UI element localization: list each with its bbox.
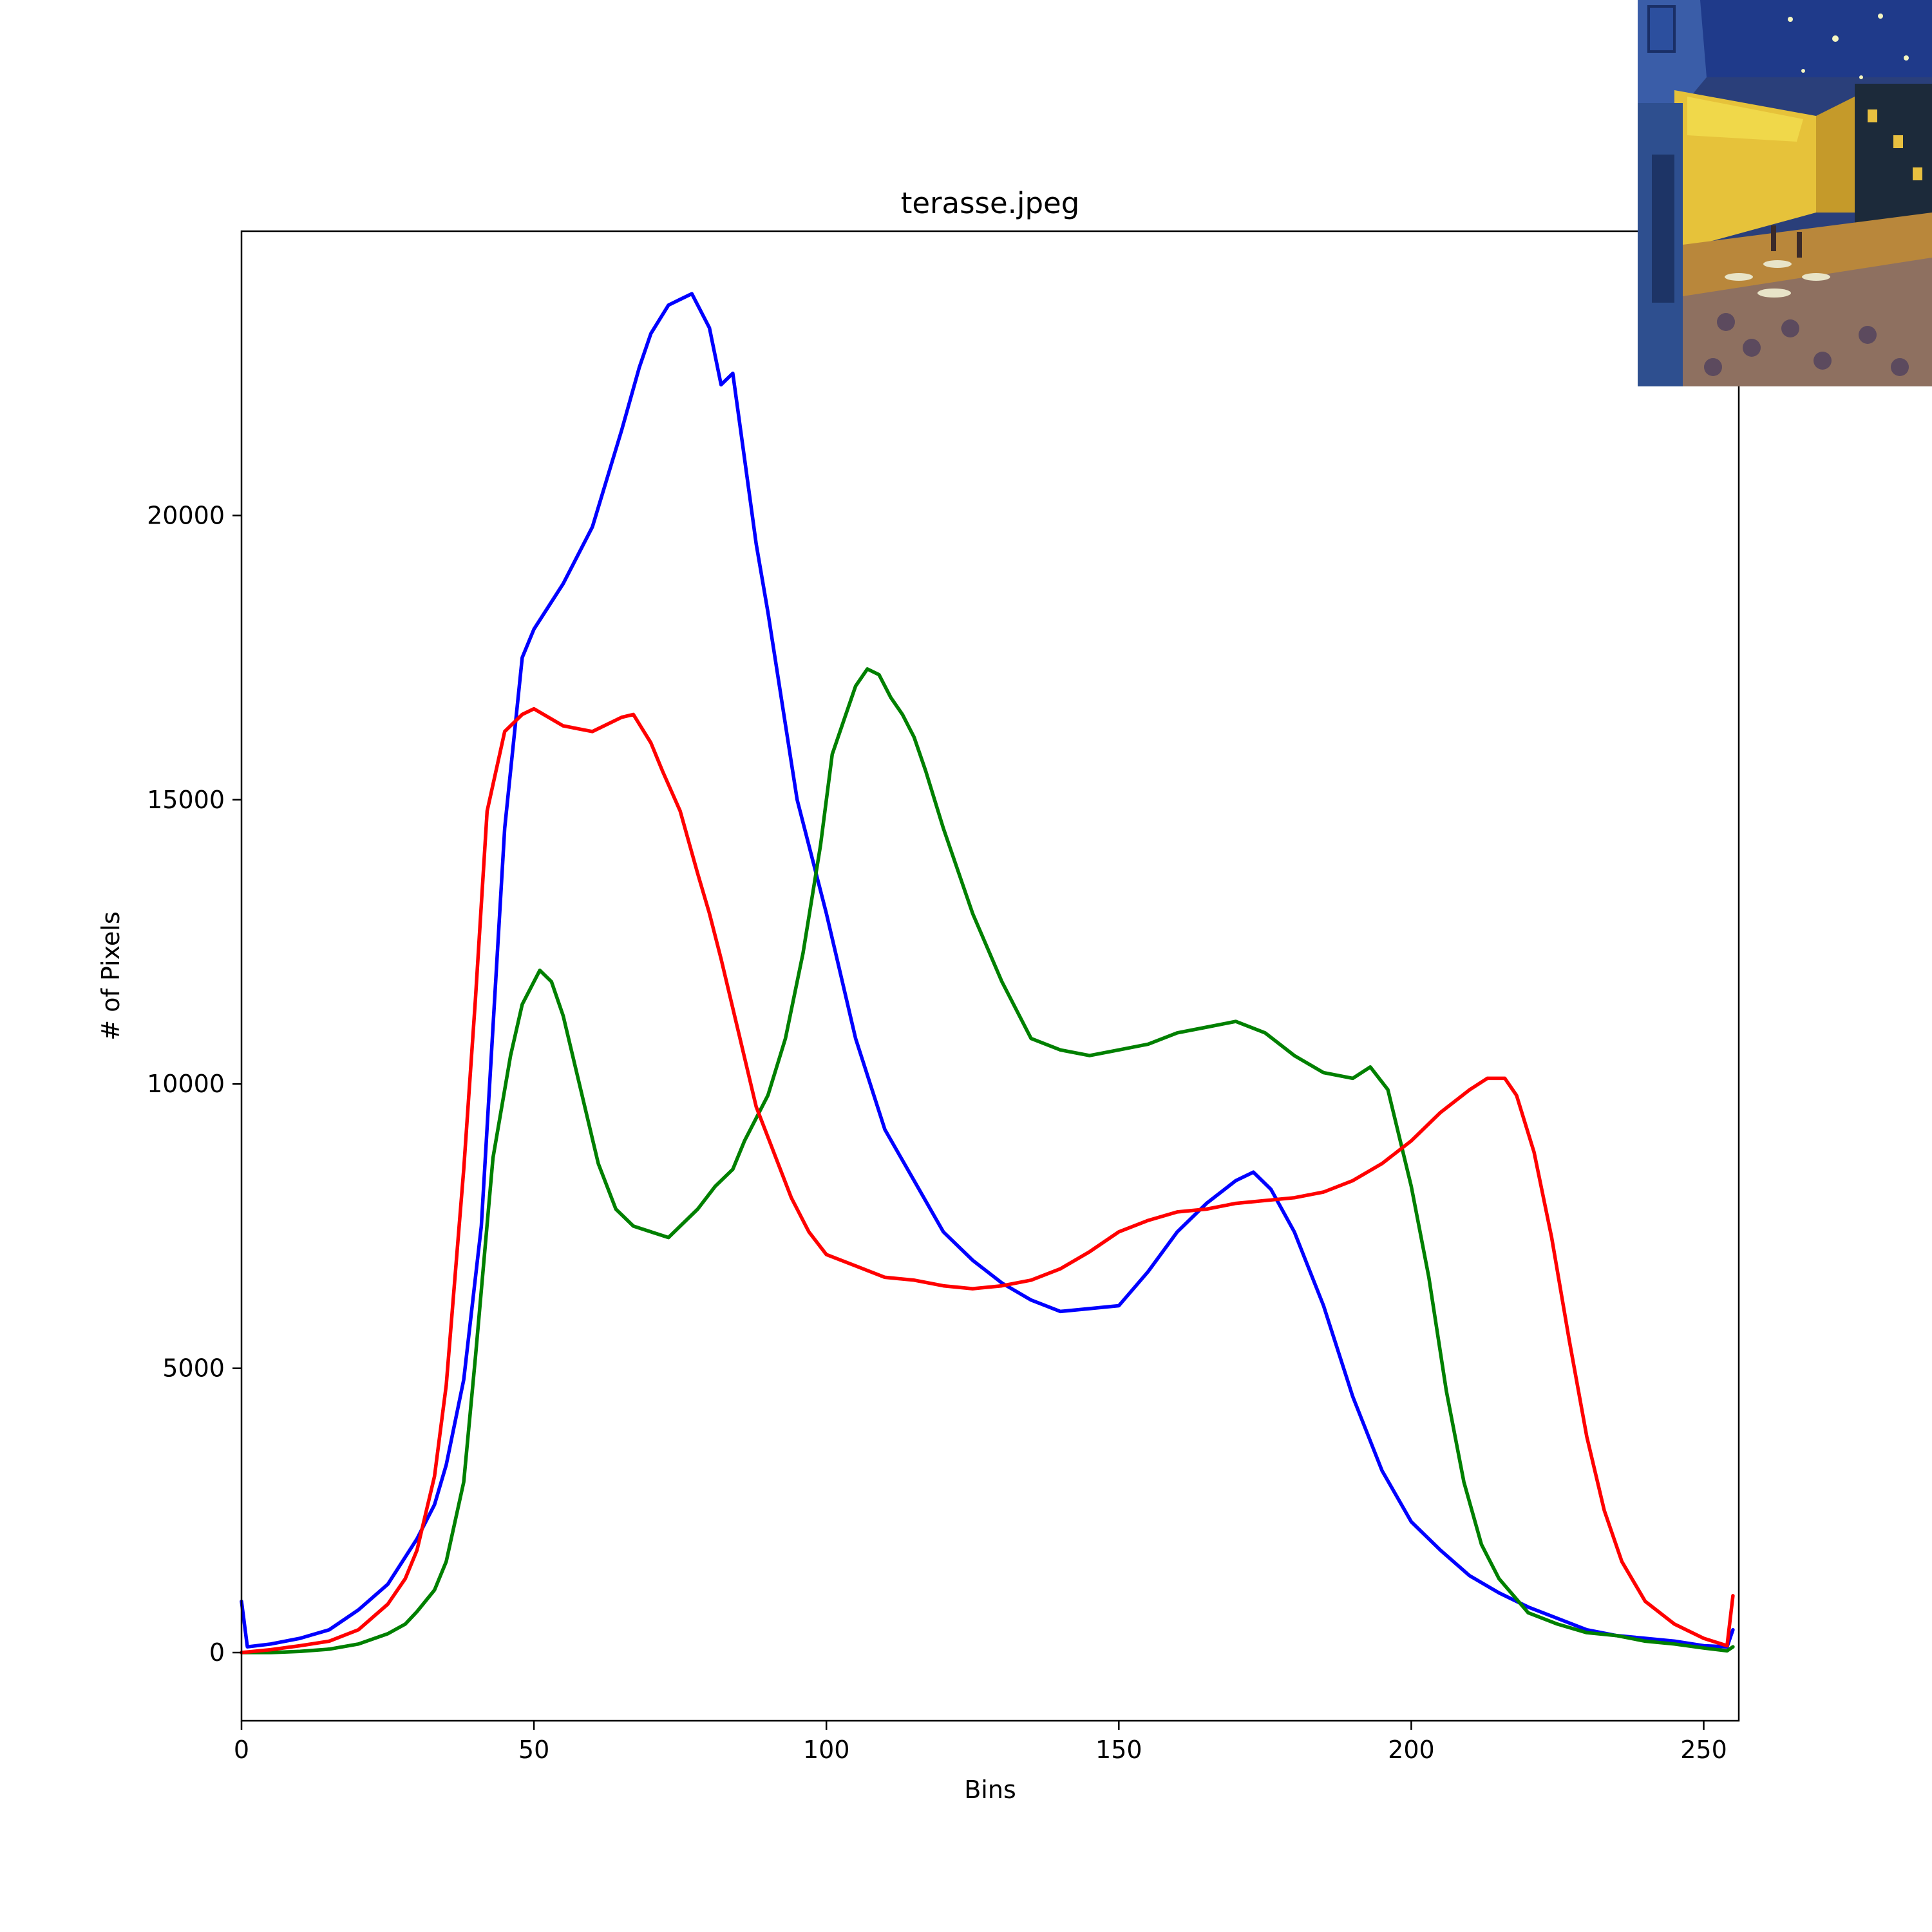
- y-tick-label: 15000: [147, 786, 225, 814]
- x-tick-label: 250: [1680, 1736, 1727, 1764]
- chart-title: terasse.jpeg: [901, 186, 1080, 220]
- x-axis-title: Bins: [964, 1776, 1016, 1804]
- x-tick-label: 100: [803, 1736, 850, 1764]
- series-line-3: [240, 706, 1735, 1654]
- series-layer: [240, 292, 1735, 1654]
- x-axis: 0 50 100 150 200 250: [234, 1721, 1727, 1764]
- x-tick-label: 0: [234, 1736, 249, 1764]
- x-tick-label: 50: [518, 1736, 549, 1764]
- x-tick-label: 200: [1388, 1736, 1435, 1764]
- y-axis: 0 5000 10000 15000 20000: [147, 501, 242, 1667]
- y-tick-label: 0: [209, 1638, 225, 1667]
- y-tick-label: 5000: [162, 1354, 225, 1383]
- series-line-2: [240, 667, 1735, 1654]
- y-axis-title: # of Pixels: [97, 911, 125, 1040]
- x-tick-label: 150: [1095, 1736, 1142, 1764]
- plot-frame: [240, 230, 1740, 1722]
- y-tick-label: 20000: [147, 501, 225, 529]
- inset-thumbnail-image: [1638, 0, 1932, 386]
- series-line-1: [240, 292, 1735, 1649]
- y-tick-label: 10000: [147, 1070, 225, 1098]
